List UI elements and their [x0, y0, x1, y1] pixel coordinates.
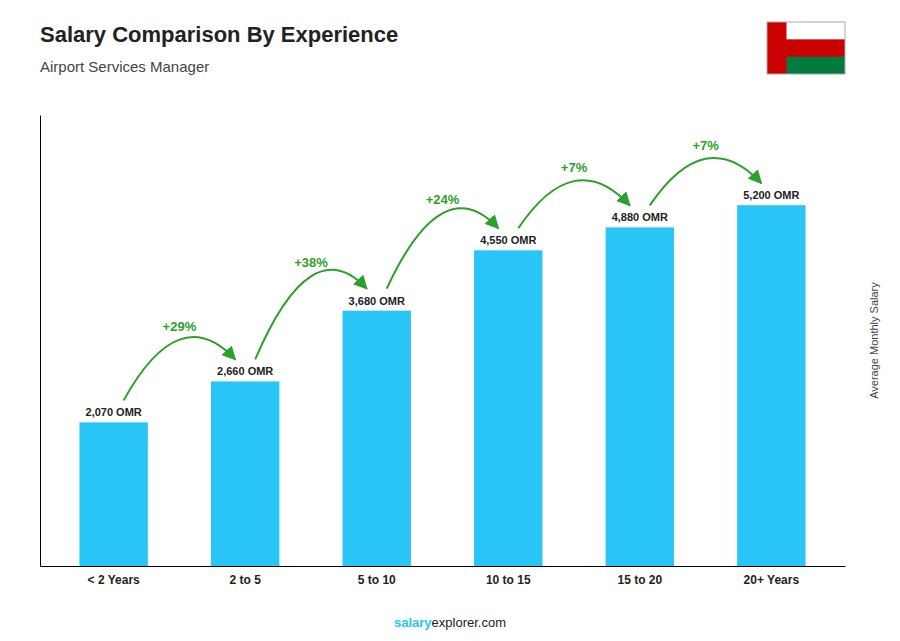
data-labels: 2,070 OMR 2,660 OMR 3,680 OMR 4,550 OMR 4,88…: [86, 189, 800, 418]
y-axis-line: [40, 116, 41, 567]
data-label: 4,550 OMR: [480, 234, 536, 246]
data-label: 5,200 OMR: [743, 189, 799, 201]
change-arrow: [255, 270, 367, 360]
x-tick: 2 to 5: [230, 566, 262, 587]
flag: [767, 22, 845, 74]
footer-part: salary: [394, 615, 432, 630]
change-arrow: [518, 180, 630, 228]
data-label: 4,880 OMR: [612, 211, 668, 223]
bar: [343, 311, 411, 566]
x-tick-label: < 2 Years: [88, 573, 140, 587]
change-arrow: [124, 337, 236, 400]
flag-green: [787, 57, 846, 74]
y-axis: [40, 116, 41, 567]
flag-white: [787, 22, 846, 39]
change-label: +24%: [426, 192, 460, 207]
title: Salary Comparison By Experience: [40, 22, 398, 47]
x-axis-line: [41, 566, 846, 567]
y-axis-title: Average Monthly Salary: [868, 282, 880, 399]
bar: [79, 422, 147, 566]
bar: [606, 227, 674, 566]
x-tick: 10 to 15: [486, 566, 531, 587]
change-label: +38%: [294, 255, 328, 270]
footer: salaryexplorer.com: [394, 615, 506, 630]
change-arrows: +29% +38% +24% +7% +7%: [124, 138, 762, 401]
data-label: 2,660 OMR: [217, 365, 273, 377]
flag-border: [767, 22, 845, 74]
chart: Salary Comparison By Experience Airport S…: [0, 0, 900, 641]
bar: [474, 250, 542, 566]
change-label: +7%: [561, 160, 588, 175]
change-arrow: [650, 158, 762, 206]
x-tick: 5 to 10: [358, 566, 396, 587]
footer-part: explorer.com: [432, 615, 506, 630]
x-tick: 15 to 20: [617, 566, 662, 587]
change-label: +7%: [692, 138, 719, 153]
x-tick-label: 20+ Years: [744, 573, 800, 587]
subtitle: Airport Services Manager: [40, 58, 209, 75]
x-tick-label: 2 to 5: [230, 573, 262, 587]
x-tick-label: 5 to 10: [358, 573, 396, 587]
x-tick-label: 15 to 20: [617, 573, 662, 587]
change-label: +29%: [163, 319, 197, 334]
bars: [79, 205, 805, 566]
plot: < 2 Years 2 to 5 5 to 10 10 to 15 15 to 20 20…: [41, 116, 846, 587]
x-tick: < 2 Years: [88, 566, 140, 587]
bar: [737, 205, 805, 566]
data-label: 3,680 OMR: [349, 295, 405, 307]
x-tick: 20+ Years: [744, 566, 800, 587]
change-arrow: [387, 208, 499, 288]
bar: [211, 381, 279, 566]
x-axis: < 2 Years 2 to 5 5 to 10 10 to 15 15 to 20 20…: [41, 566, 846, 587]
x-tick-label: 10 to 15: [486, 573, 531, 587]
data-label: 2,070 OMR: [86, 406, 142, 418]
flag-red: [767, 22, 845, 74]
